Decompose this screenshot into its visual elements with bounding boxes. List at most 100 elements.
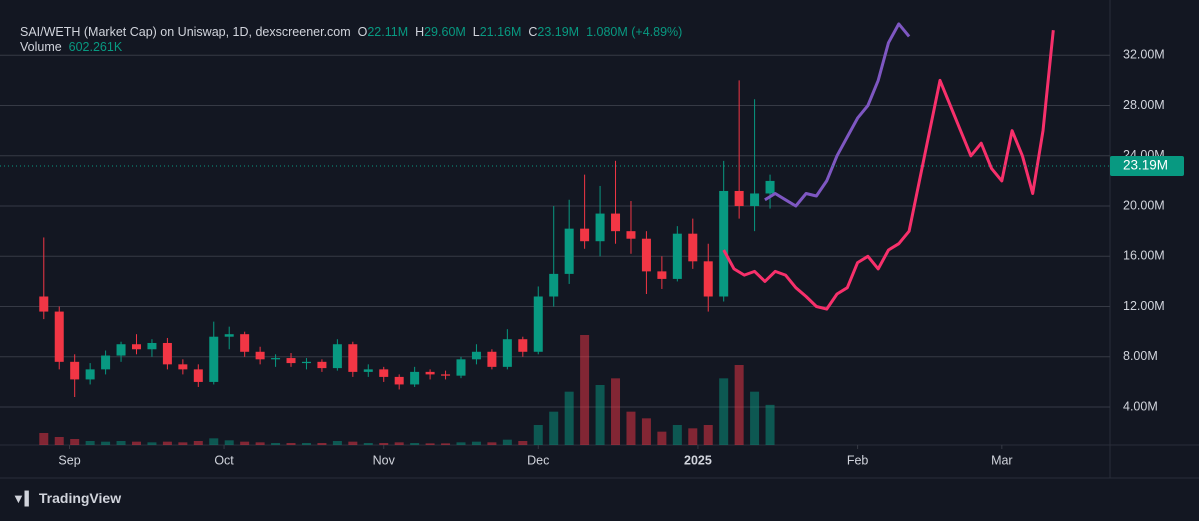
x-tick-label: Sep — [58, 453, 80, 467]
volume-bar — [193, 441, 203, 445]
candle-body — [564, 228, 574, 274]
candle-body — [271, 358, 281, 360]
header: SAI/WETH (Market Cap) on Uniswap, 1D, de… — [20, 22, 682, 42]
volume-bar — [209, 438, 219, 445]
volume-bar — [301, 443, 311, 445]
volume-bar — [70, 439, 80, 445]
x-tick-label: 2025 — [684, 453, 712, 467]
volume-bar — [595, 385, 605, 445]
volume-bar — [456, 442, 466, 445]
overlay-line — [764, 22, 911, 208]
volume-bar — [101, 441, 111, 445]
candle-body — [54, 311, 64, 362]
candle-body — [379, 369, 389, 377]
volume-bar — [379, 443, 389, 445]
volume-bar — [240, 441, 250, 445]
x-tick-label: Feb — [847, 453, 869, 467]
l-value: 21.16M — [479, 25, 522, 39]
volume-bar — [54, 437, 64, 445]
o-value: 22.11M — [367, 25, 409, 39]
volume-bar — [425, 443, 435, 445]
brand-text: TradingView — [38, 490, 122, 506]
brand[interactable]: ▼▍ TradingView — [12, 490, 121, 507]
volume-bar — [410, 443, 420, 445]
candle-body — [549, 273, 559, 297]
candle-body — [456, 359, 466, 376]
last-price-tag — [1110, 155, 1184, 176]
candle-body — [363, 369, 373, 372]
o-label: O — [357, 25, 368, 39]
candle-body — [178, 364, 188, 370]
candle-body — [410, 371, 420, 385]
x-tick-label: Oct — [214, 453, 234, 467]
candle-body — [224, 334, 234, 337]
candle-body — [240, 334, 250, 352]
candle-body — [348, 344, 358, 372]
l-label: L — [472, 25, 480, 39]
candle-body — [626, 231, 636, 239]
last-price-label: 23.19M — [1123, 158, 1168, 173]
volume-bar — [518, 441, 528, 445]
volume-bar — [641, 418, 651, 445]
candle-body — [209, 336, 219, 382]
volume-bar — [332, 441, 342, 445]
volume-bar — [471, 441, 481, 445]
candle-body — [425, 371, 435, 375]
volume-bar — [549, 411, 559, 445]
volume-bar — [487, 442, 497, 445]
volume-bar — [131, 441, 141, 445]
h-label: H — [415, 25, 425, 39]
volume-bar — [178, 442, 188, 445]
overlay-line — [722, 30, 1055, 311]
volume-label: Volume — [20, 40, 62, 54]
candle-body — [317, 361, 327, 369]
candle-body — [332, 344, 342, 369]
y-tick-label: 12.00M — [1123, 299, 1165, 313]
volume-bar — [734, 365, 744, 445]
candle-body — [641, 238, 651, 272]
volume-bar — [394, 442, 404, 445]
h-value: 29.60M — [424, 25, 466, 39]
symbol: SAI/WETH (Market Cap) on Uniswap, 1D, de… — [20, 25, 351, 39]
y-tick-label: 32.00M — [1123, 48, 1165, 62]
candle-body — [255, 351, 265, 360]
volume-bar — [719, 378, 729, 445]
candle-body — [611, 213, 621, 232]
candle-body — [162, 342, 172, 365]
candle-body — [580, 228, 590, 242]
candle-body — [533, 296, 543, 352]
candle-body — [688, 233, 698, 262]
candle-body — [487, 351, 497, 367]
volume-bar — [688, 428, 698, 445]
candle-body — [734, 190, 744, 207]
volume-bar — [224, 440, 234, 445]
candle-body — [116, 344, 126, 356]
candle-body — [441, 374, 451, 376]
y-tick-label: 28.00M — [1123, 98, 1165, 112]
volume-bar — [147, 442, 157, 445]
volume-bar — [703, 425, 713, 445]
volume-bar — [255, 442, 265, 445]
candle-body — [193, 369, 203, 382]
volume-value: 602.261K — [68, 40, 123, 54]
candle-body — [657, 271, 667, 279]
y-tick-label: 20.00M — [1123, 198, 1165, 212]
volume-bar — [626, 411, 636, 445]
volume-bar — [271, 443, 281, 445]
candle-body — [518, 339, 528, 352]
candle-body — [703, 261, 713, 297]
change: 1.080M (+4.89%) — [586, 25, 683, 39]
volume-bar — [286, 443, 296, 445]
candle-body — [502, 339, 512, 367]
volume-bar — [348, 441, 358, 445]
c-label: C — [528, 25, 538, 39]
volume-bar — [611, 378, 621, 445]
candle-body — [286, 358, 296, 364]
brand-logo: ▼▍ — [12, 491, 35, 506]
candle-body — [672, 233, 682, 279]
candle-body — [719, 190, 729, 297]
candle-body — [70, 361, 80, 380]
volume-legend: Volume 602.261K — [20, 40, 122, 54]
volume-bar — [580, 335, 590, 445]
